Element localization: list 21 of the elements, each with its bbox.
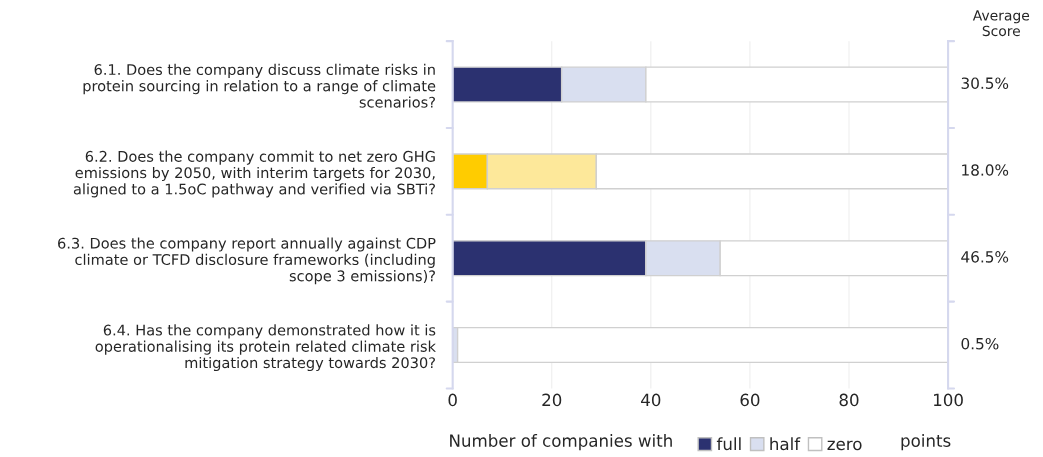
text: 30.5%	[961, 77, 1009, 89]
bar	[456, 326, 949, 364]
text: points	[901, 434, 951, 451]
legend-label: half	[770, 437, 801, 451]
x-tick-label: 100	[934, 393, 963, 407]
text: 18.0%	[962, 164, 1009, 176]
x-axis-title: Number of companies with	[450, 434, 672, 451]
x-tick-label: 40	[641, 393, 661, 407]
x-tick-label: 20	[542, 393, 562, 407]
x-tick-label: 0	[448, 393, 457, 407]
y-tick-label: 6.4. Has the company demonstrated how it is operationalising its protein related climate risk mitigation strategy towards 2030?	[95, 324, 436, 372]
x-tick-label: 80	[839, 393, 859, 407]
text: Average Score	[972, 10, 1030, 37]
text: 46.5%	[961, 251, 1009, 263]
y-tick-label: 6.2. Does the company commit to net zero GHG emissions by 2050, with interim targets for 2030, aligned to a 1.5oC pathway and verified via SBTi?	[73, 150, 435, 198]
legend-label: full	[716, 437, 741, 451]
y-tick-label: 6.1. Does the company discuss climate risks in protein sourcing in relation to a range of climate scenarios?	[83, 63, 436, 108]
text: 0.5%	[961, 337, 999, 350]
legend-label: zero	[827, 440, 862, 451]
y-tick-label: 6.3. Does the company report annually against CDP climate or TCFD disclosure frameworks (including scope 3 emissions)?	[58, 237, 436, 285]
x-tick-label: 60	[740, 393, 760, 407]
